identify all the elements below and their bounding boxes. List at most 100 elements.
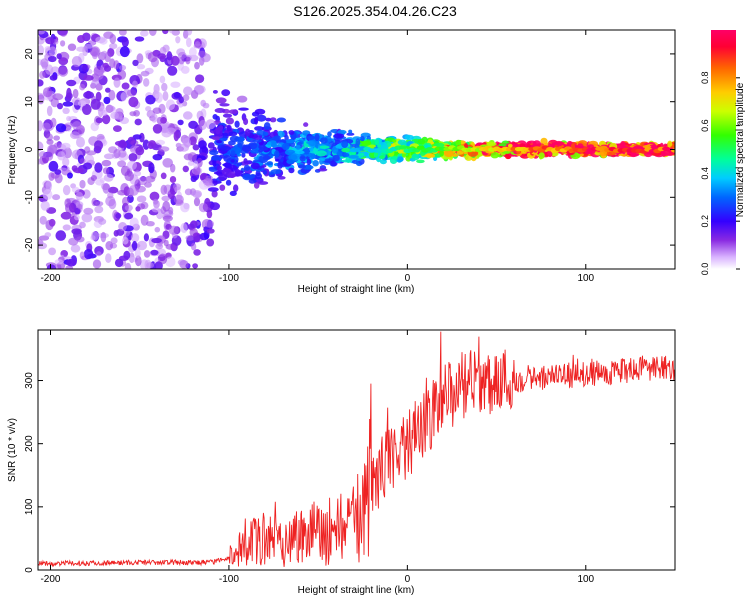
spectrogram-blob-341	[136, 53, 144, 64]
spectrogram-blob-1121	[62, 101, 74, 107]
snr-xtick-label: -200	[40, 574, 60, 585]
spectrogram-blob-128	[215, 97, 227, 104]
spectrogram-blob-2438	[166, 51, 173, 61]
spectrogram-blob-1075	[128, 153, 138, 162]
spectrogram-blob-2043	[276, 117, 286, 123]
spectrogram-blob-1904	[168, 206, 174, 215]
spectrogram-blob-2213	[157, 53, 167, 60]
spectrogram-blob-1704	[105, 253, 112, 263]
spectrogram-blob-1672	[102, 114, 111, 125]
spectrogram-blob-1816	[114, 258, 124, 268]
spectrogram-blob-1236	[238, 107, 249, 111]
colorbar-label: Normalized spectral amplitude	[735, 82, 746, 217]
spectrogram-blob-2350	[214, 108, 226, 113]
spectrogram-blob-2226	[228, 171, 237, 178]
spectrogram-blob-1678	[120, 183, 129, 194]
spectrogram-blob-699	[225, 117, 234, 125]
spectrogram-blob-1307	[152, 124, 163, 134]
spectrogram-blob-2061	[190, 242, 197, 251]
spectrogram-ytick-label: 0	[24, 146, 35, 152]
spectrogram-blob-2210	[72, 121, 82, 131]
spectrogram-blob-2554	[91, 80, 100, 87]
spectrogram-blob-2225	[276, 139, 287, 144]
spectrogram-blob-1400	[77, 203, 83, 210]
spectrogram-blob-2365	[45, 37, 55, 45]
spectrogram-xtick-label: -100	[219, 273, 239, 284]
spectrogram-blob-2436	[175, 36, 181, 44]
spectrogram-blob-2550	[48, 46, 57, 57]
spectrogram-blob-2336	[95, 201, 104, 207]
spectrogram-blob-1745	[193, 249, 201, 256]
spectrogram-blob-205	[79, 179, 86, 189]
snr-xtick-label: 0	[405, 574, 411, 585]
spectrogram-blob-360	[236, 95, 248, 103]
spectrogram-blob-2469	[119, 139, 127, 148]
spectrogram-blob-2125	[180, 202, 190, 213]
spectrogram-blob-75	[108, 89, 116, 101]
spectrogram-blob-2507	[219, 137, 228, 141]
spectrogram-blob-1980	[306, 135, 315, 140]
spectrogram-blob-296	[183, 111, 193, 120]
spectrogram-blob-1971	[173, 91, 181, 99]
spectrogram-blob-2124	[130, 140, 139, 146]
spectrogram-blob-850	[134, 118, 142, 126]
spectrogram-blob-2407	[547, 151, 553, 158]
spectrogram-blob-2511	[332, 154, 340, 162]
spectrogram-blob-1220	[161, 195, 170, 202]
spectrogram-blob-2444	[228, 131, 238, 137]
spectrogram-blob-1648	[145, 94, 156, 105]
snr-ytick-label: 100	[24, 498, 35, 515]
spectrogram-blob-1519	[132, 80, 138, 89]
spectrogram-blob-2486	[324, 158, 333, 162]
spectrogram-blob-1914	[236, 162, 243, 166]
spectrogram-blob-399	[92, 259, 102, 269]
spectrogram-blob-1968	[288, 130, 295, 135]
spectrogram-blob-1652	[38, 151, 47, 159]
snr-xtick-label: 100	[577, 574, 594, 585]
spectrogram-blob-2284	[167, 65, 178, 76]
spectrogram-blob-1118	[113, 125, 122, 132]
spectrogram-blob-1583	[165, 256, 176, 268]
spectrogram-blob-2385	[79, 158, 86, 164]
spectrogram-blob-2214	[118, 222, 127, 231]
colorbar-tick-label: 0.6	[700, 119, 710, 132]
spectrogram-blob-2557	[46, 264, 57, 269]
spectrogram-blob-2097	[153, 199, 160, 209]
spectrogram-blob-758	[67, 43, 77, 51]
spectrogram-blob-2545	[118, 149, 127, 158]
snr-xlabel: Height of straight line (km)	[298, 585, 415, 596]
spectrogram-blob-638	[135, 255, 142, 267]
spectrogram-blob-355	[107, 186, 119, 194]
spectrogram-blob-2360	[490, 152, 499, 159]
spectrogram-blob-2293	[100, 231, 107, 243]
spectrogram-blob-2324	[70, 131, 80, 140]
spectrogram-blob-2173	[82, 45, 89, 57]
spectrogram-xtick-label: -200	[40, 273, 60, 284]
spectrogram-blob-2332	[127, 187, 134, 198]
spectrogram-blob-485	[57, 102, 63, 110]
spectrogram-blob-2304	[319, 145, 330, 149]
spectrogram-blob-2147	[262, 169, 268, 175]
spectrogram-blob-230	[59, 30, 68, 37]
spectrogram-blob-2386	[178, 143, 190, 152]
spectrogram-ytick-label: -10	[24, 190, 35, 205]
spectrogram-blob-1831	[206, 228, 215, 234]
spectrogram-blob-191	[142, 139, 150, 150]
spectrogram-blob-1061	[38, 45, 45, 56]
spectrogram-blob-2531	[144, 181, 152, 188]
spectrogram-blob-2521	[103, 153, 115, 160]
spectrogram-blob-1435	[62, 224, 71, 231]
spectrogram-blob-77	[149, 191, 160, 201]
spectrogram-ytick-label: -20	[24, 237, 35, 252]
spectrogram-blob-1256	[248, 178, 257, 184]
snr-ytick-label: 300	[24, 372, 35, 389]
spectrogram-blob-2383	[95, 117, 103, 124]
spectrogram-blob-1345	[103, 173, 114, 182]
spectrogram-blob-2142	[219, 103, 230, 107]
spectrogram-blob-1884	[498, 143, 507, 147]
spectrogram-blob-2351	[189, 228, 198, 237]
figure-title: S126.2025.354.04.26.C23	[293, 3, 457, 19]
spectrogram-blob-2424	[205, 180, 213, 187]
spectrogram-blob-2083	[94, 140, 103, 151]
spectrogram-ytick-label: 20	[24, 48, 35, 60]
